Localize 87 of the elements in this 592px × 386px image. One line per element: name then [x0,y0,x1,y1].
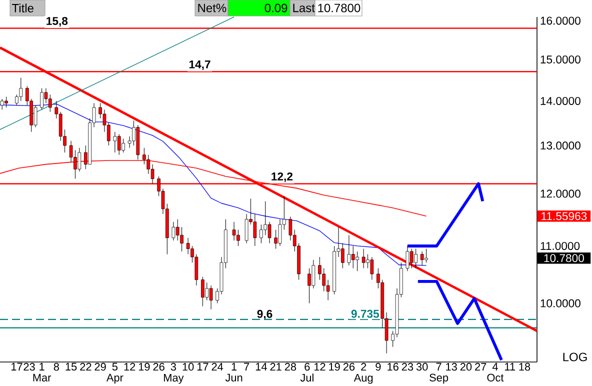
candlestick [370,256,374,280]
x-tick-label: 11 [505,362,515,370]
candlestick [201,276,204,307]
candlestick [209,285,213,310]
text: 0.09 [264,4,288,12]
y-tick-label: 12.0000 [540,190,580,198]
x-tick-label: 26 [343,362,355,371]
candlestick [347,234,351,266]
x-tick-label: 16 [388,362,398,371]
candlestick [351,246,355,269]
candlestick [48,94,52,112]
candlestick [117,134,121,156]
candlestick [308,268,311,304]
x-tick-label: 21 [270,362,282,371]
x-tick-label: 17 [11,362,22,370]
x-tick-label: 2 Aug [354,362,373,384]
candlestick [410,248,414,269]
text: LOG [563,352,587,362]
text: 10.7800 [318,4,360,12]
candlestick [253,214,257,246]
ref-line-label: 14,7 [189,60,210,70]
candlestick [113,132,117,153]
x-tick-label: 30 [416,362,428,371]
line-series [416,280,503,362]
candlestick [268,222,272,244]
x-tick-label: 8 [54,362,59,371]
candlestick [322,268,326,292]
y-tick-label: 14.0000 [540,96,580,105]
candlestick [205,282,209,301]
x-tick-label: 9 [376,362,381,371]
candlestick [406,246,410,272]
y-tick-label: 15.0000 [540,55,580,64]
x-tick-label: 6 Jul [300,362,314,382]
x-tick-label: 29 [94,362,106,371]
x-tick-label: 20 [460,362,472,371]
candlestick [414,248,418,269]
y-tick-label: 16.0000 [540,16,580,25]
candlestick [264,200,268,236]
x-tick-label: 4 Oct [487,362,504,382]
x-tick-label: 27 [475,362,486,371]
x-tick-label: 23 [24,362,35,371]
x-tick-label: 18 [519,362,530,371]
candlestick [356,251,359,272]
candlestick [232,222,236,241]
candlestick [278,218,282,246]
candlestick [186,238,190,255]
x-tick-label: 1 Jun [225,362,242,382]
x-tick-label: 19 [138,362,150,371]
candlestick [260,224,263,244]
candlestick [172,222,176,241]
x-tick-label: 14 [256,362,267,370]
text: Last [293,4,315,12]
x-tick-label: 12 [314,362,326,371]
x-tick-label: 26 [153,362,164,371]
ref-line-label: 15,8 [46,16,68,27]
x-tick-label: 12 [124,362,136,371]
x-tick-label: 19 [329,362,340,371]
candlestick [122,138,125,153]
x-tick-label: 5 Apr [106,362,124,384]
x-tick-label: 13 [446,362,457,371]
ref-line-label: 12,2 [272,172,293,182]
x-tick-label: 10 [182,362,194,371]
x-tick-label: 22 [80,362,92,371]
text: 11.55963 [542,212,587,220]
x-tick-label: 24 [212,362,224,371]
ref-line-label: 9.735 [351,310,380,318]
x-tick-label: 7 [244,362,250,370]
candlestick [176,218,180,241]
candlestick [420,251,424,266]
x-tick-label: 3 May [164,362,184,384]
candlestick [362,248,366,269]
x-tick-label: 15 [66,362,77,371]
text: 10.7800 [544,254,584,262]
candlestick [78,148,82,172]
y-tick-label: 10.0000 [540,299,580,308]
x-tick-label: 28 [284,362,296,371]
candlestick [244,214,248,244]
candlestick [180,226,184,252]
ref-line-label: 9,6 [257,310,272,320]
candlestick [312,260,316,289]
x-tick-label: 23 [402,362,414,371]
candlestick [424,248,428,263]
chart-title: Title [12,4,34,12]
y-tick-label: 13.0000 [540,142,580,150]
text: Net% [198,4,226,12]
y-tick-label: 11.0000 [540,242,580,250]
x-tick-label: 17 [197,362,208,370]
